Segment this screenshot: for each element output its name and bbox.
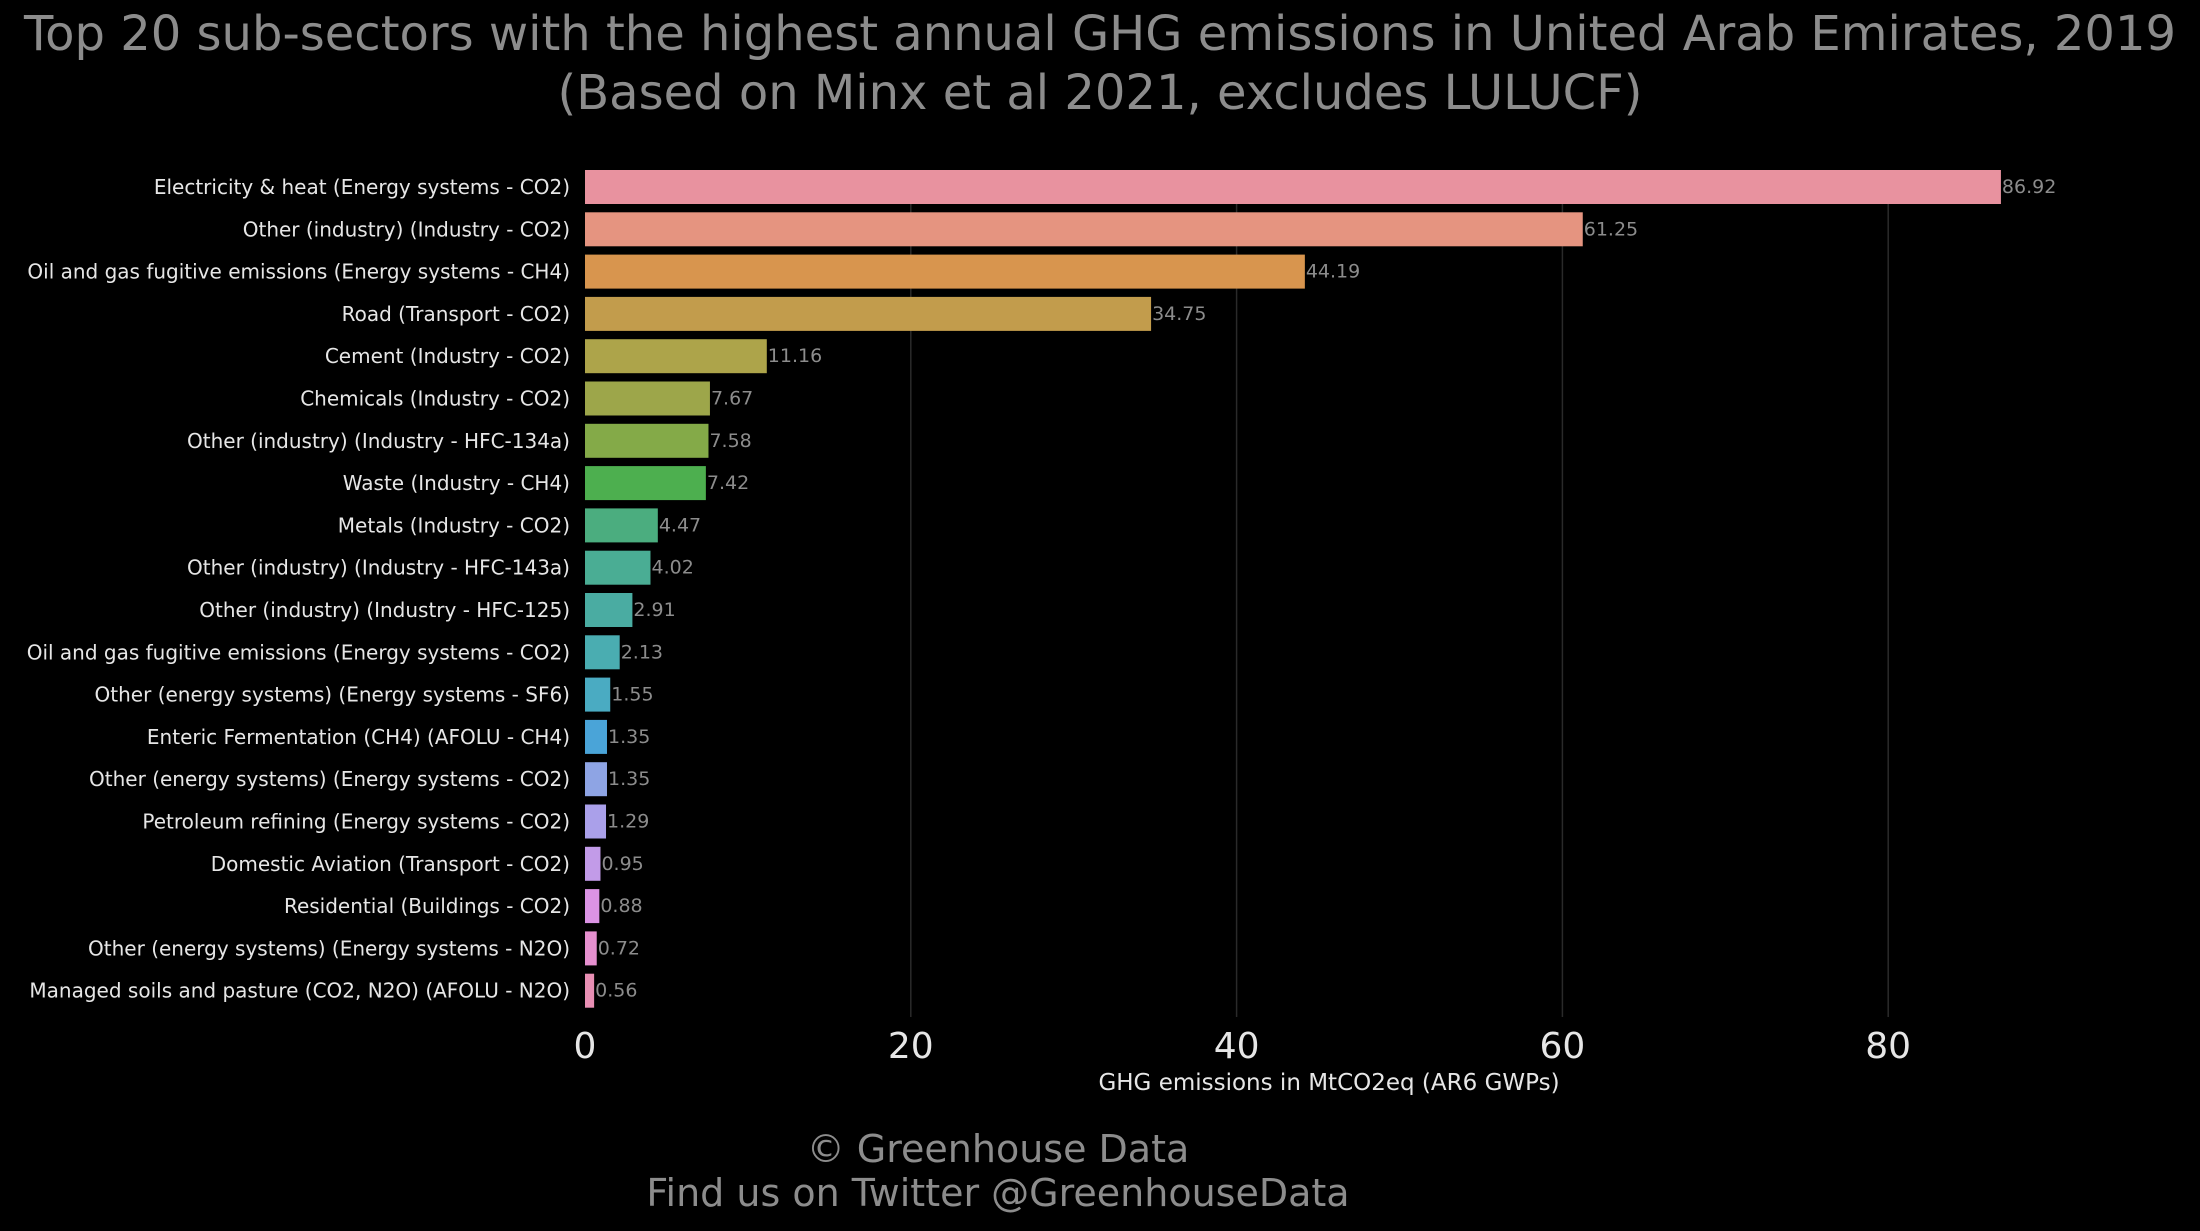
bar-1	[585, 170, 2001, 204]
bar-16	[585, 804, 607, 839]
category-label-19: Other (energy systems) (Energy systems -…	[88, 936, 570, 960]
value-label-9: 4.47	[659, 514, 701, 536]
bar-15	[585, 762, 607, 797]
value-label-19: 0.72	[598, 937, 640, 959]
category-label-11: Other (industry) (Industry - HFC-125)	[199, 598, 570, 622]
value-label-14: 1.35	[608, 726, 650, 748]
bar-4	[585, 296, 1152, 331]
value-label-18: 0.88	[600, 895, 642, 917]
value-label-7: 7.58	[709, 430, 751, 452]
category-label-6: Chemicals (Industry - CO2)	[300, 387, 570, 411]
value-label-10: 4.02	[651, 557, 693, 579]
category-label-4: Road (Transport - CO2)	[342, 302, 570, 326]
value-label-12: 2.13	[621, 641, 663, 663]
bar-9	[585, 508, 658, 543]
value-label-6: 7.67	[711, 388, 753, 410]
bar-6	[585, 381, 710, 416]
category-label-12: Oil and gas fugitive emissions (Energy s…	[27, 640, 570, 664]
category-label-18: Residential (Buildings - CO2)	[284, 894, 570, 918]
category-label-8: Waste (Industry - CH4)	[343, 471, 570, 495]
value-label-5: 11.16	[768, 345, 822, 367]
value-labels: 86.92 61.25 44.19 34.75 11.16 7.67 7.58 7.42 4.4…	[595, 176, 2056, 1002]
category-label-20: Managed soils and pasture (CO2, N2O) (AF…	[29, 979, 570, 1003]
x-tick-label-0: 0	[574, 1026, 597, 1067]
x-tick-label-60: 60	[1539, 1026, 1585, 1067]
value-label-17: 0.95	[601, 853, 643, 875]
category-label-7: Other (industry) (Industry - HFC-134a)	[187, 429, 570, 453]
category-label-3: Oil and gas fugitive emissions (Energy s…	[27, 260, 570, 284]
bar-20	[585, 973, 595, 1008]
bar-13	[585, 677, 611, 712]
category-label-13: Other (energy systems) (Energy systems -…	[95, 683, 570, 707]
gridlines	[910, 170, 1889, 1017]
category-label-2: Other (industry) (Industry - CO2)	[243, 217, 570, 241]
category-labels: Electricity & heat (Energy systems - CO2…	[27, 175, 570, 1003]
category-label-16: Petroleum refining (Energy systems - CO2…	[142, 810, 570, 834]
category-label-5: Cement (Industry - CO2)	[325, 344, 570, 368]
value-label-11: 2.91	[633, 599, 675, 621]
footer-twitter: Find us on Twitter @GreenhouseData	[646, 1171, 1349, 1215]
bar-2	[585, 212, 1583, 247]
bar-5	[585, 339, 767, 374]
category-label-17: Domestic Aviation (Transport - CO2)	[211, 852, 570, 876]
bars	[585, 170, 2001, 1008]
category-label-10: Other (industry) (Industry - HFC-143a)	[187, 556, 570, 580]
chart-title-line-2: (Based on Minx et al 2021, excludes LULU…	[558, 65, 1643, 121]
bar-3	[585, 254, 1305, 289]
bar-18	[585, 889, 600, 924]
footer-copyright: © Greenhouse Data	[807, 1127, 1190, 1171]
value-label-20: 0.56	[595, 980, 637, 1002]
x-axis-title: GHG emissions in MtCO2eq (AR6 GWPs)	[1098, 1070, 1559, 1096]
bar-12	[585, 635, 620, 670]
category-label-15: Other (energy systems) (Energy systems -…	[89, 767, 570, 791]
bar-11	[585, 593, 633, 627]
value-label-13: 1.55	[611, 684, 653, 706]
category-label-9: Metals (Industry - CO2)	[338, 513, 570, 537]
bar-8	[585, 466, 706, 501]
value-label-16: 1.29	[607, 811, 649, 833]
bar-19	[585, 931, 597, 966]
bar-17	[585, 846, 601, 881]
value-label-8: 7.42	[707, 472, 749, 494]
bar-10	[585, 550, 651, 585]
bar-14	[585, 719, 607, 754]
category-label-1: Electricity & heat (Energy systems - CO2…	[154, 175, 570, 199]
value-label-3: 44.19	[1306, 261, 1360, 283]
value-label-2: 61.25	[1584, 218, 1638, 240]
x-tick-label-20: 20	[888, 1026, 934, 1067]
x-axis-ticks: 0 20 40 60 80	[574, 1026, 1912, 1067]
bar-7	[585, 423, 709, 458]
x-tick-label-40: 40	[1214, 1026, 1260, 1067]
category-label-14: Enteric Fermentation (CH4) (AFOLU - CH4)	[147, 725, 570, 749]
value-label-1: 86.92	[2002, 176, 2056, 198]
chart-title-line-1: Top 20 sub-sectors with the highest annu…	[23, 6, 2176, 62]
value-label-4: 34.75	[1152, 303, 1206, 325]
x-tick-label-80: 80	[1865, 1026, 1911, 1067]
value-label-15: 1.35	[608, 768, 650, 790]
